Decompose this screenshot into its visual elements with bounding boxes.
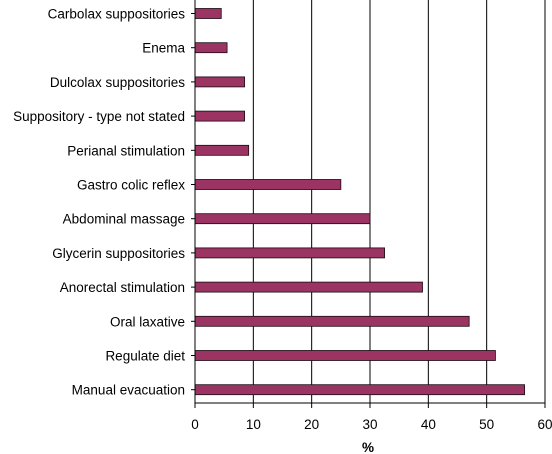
bar-8 bbox=[194, 281, 423, 293]
category-label-1: Enema bbox=[142, 41, 185, 56]
bar-11 bbox=[194, 384, 525, 396]
category-label-0: Carbolax suppositories bbox=[48, 7, 186, 22]
category-label-6: Abdominal massage bbox=[63, 212, 185, 227]
category-label-3: Suppository - type not stated bbox=[13, 109, 185, 124]
x-tick-label-40: 40 bbox=[421, 417, 436, 432]
category-labels: Carbolax suppositories Enema Dulcolax supp… bbox=[13, 7, 185, 398]
x-tick-label-30: 30 bbox=[362, 417, 377, 432]
category-label-11: Manual evacuation bbox=[72, 383, 185, 398]
category-label-10: Regulate diet bbox=[105, 349, 185, 364]
x-tick-label-0: 0 bbox=[191, 417, 199, 432]
x-tick-label-10: 10 bbox=[246, 417, 261, 432]
x-tick-label-60: 60 bbox=[537, 417, 552, 432]
x-tick-label-20: 20 bbox=[304, 417, 319, 432]
category-label-5: Gastro colic reflex bbox=[77, 178, 185, 193]
bar-2 bbox=[194, 76, 245, 88]
category-label-7: Glycerin suppositories bbox=[52, 246, 185, 261]
category-label-9: Oral laxative bbox=[110, 314, 185, 329]
x-tick-label-50: 50 bbox=[479, 417, 494, 432]
x-axis-title: % bbox=[362, 440, 374, 454]
grid-lines bbox=[252, 0, 546, 403]
bars bbox=[194, 8, 525, 396]
bar-10 bbox=[194, 350, 496, 361]
bar-3 bbox=[194, 110, 245, 122]
axes bbox=[191, 0, 546, 408]
bar-9 bbox=[194, 315, 470, 327]
bar-4 bbox=[194, 144, 250, 156]
category-label-4: Perianal stimulation bbox=[67, 143, 185, 158]
bar-0 bbox=[194, 8, 222, 19]
category-label-8: Anorectal stimulation bbox=[60, 280, 185, 295]
bar-1 bbox=[194, 42, 228, 54]
bar-6 bbox=[194, 213, 371, 225]
category-label-2: Dulcolax suppositories bbox=[50, 75, 185, 90]
bar-5 bbox=[194, 179, 342, 190]
bar-7 bbox=[194, 247, 385, 259]
x-tick-labels: 0 10 20 30 40 50 60 bbox=[191, 417, 552, 432]
